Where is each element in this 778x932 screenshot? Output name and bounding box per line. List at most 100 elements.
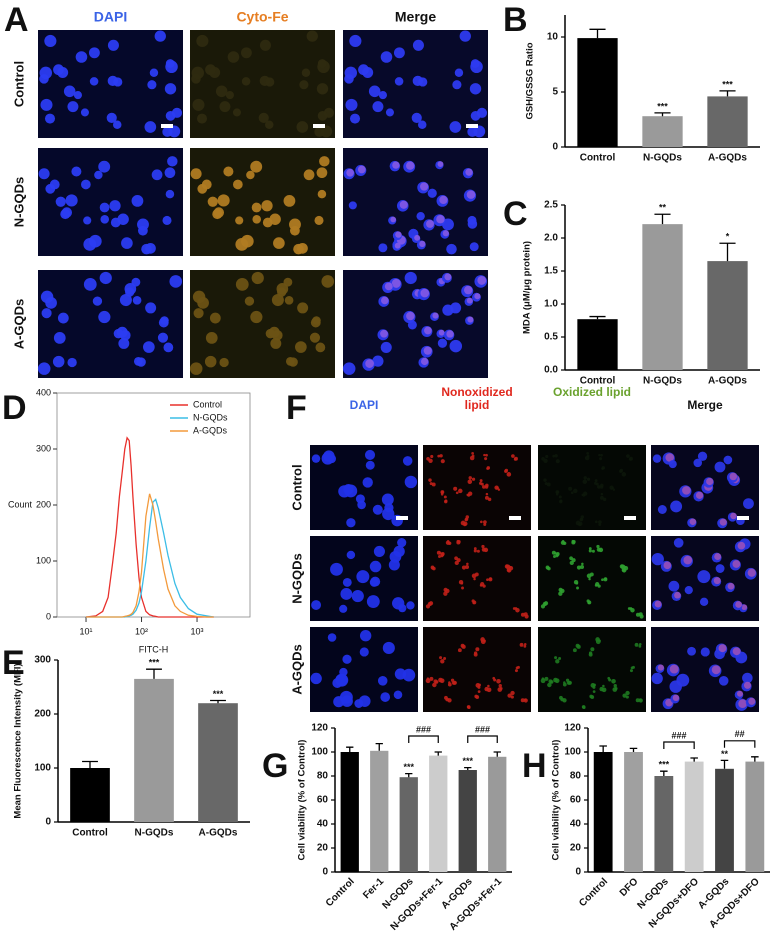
cell xyxy=(592,690,596,694)
cell xyxy=(554,454,558,458)
cell xyxy=(113,77,123,87)
cell xyxy=(83,237,97,251)
cell xyxy=(89,77,99,86)
error-bar xyxy=(589,315,606,320)
cell xyxy=(60,209,71,220)
bar xyxy=(134,678,174,822)
cell xyxy=(67,101,79,113)
cell xyxy=(364,449,376,460)
cell xyxy=(596,544,600,549)
cell xyxy=(165,110,176,121)
cell xyxy=(271,294,284,307)
cell xyxy=(559,499,563,504)
cell xyxy=(205,332,218,344)
x-tick-label: N-GQDs xyxy=(135,828,174,839)
cell xyxy=(209,312,221,324)
cell xyxy=(484,686,489,692)
cell xyxy=(598,639,601,643)
cell xyxy=(145,302,157,314)
cell xyxy=(301,68,311,77)
cell xyxy=(432,566,436,571)
cell xyxy=(443,656,447,660)
cell xyxy=(473,577,476,581)
error-bar xyxy=(493,751,501,757)
cell xyxy=(380,341,392,353)
cell xyxy=(317,59,327,68)
cell xyxy=(411,112,422,123)
column-header: Cyto-Fe xyxy=(236,9,288,25)
cell xyxy=(190,168,202,180)
cell xyxy=(570,491,574,495)
significance-label: *** xyxy=(213,689,224,699)
cell xyxy=(514,456,518,461)
cell xyxy=(235,216,244,225)
cell xyxy=(588,549,592,553)
cell xyxy=(555,659,560,664)
cell-overlay xyxy=(436,215,445,224)
cell xyxy=(240,47,252,59)
cell xyxy=(160,316,169,325)
y-tick-label: 0 xyxy=(322,867,328,878)
cell xyxy=(582,706,586,710)
error-bar xyxy=(589,28,606,39)
y-tick-label: 40 xyxy=(317,819,329,830)
bar xyxy=(715,768,734,872)
error-bar xyxy=(719,90,736,97)
cell-overlay xyxy=(391,278,401,288)
error-bar xyxy=(375,742,383,751)
cell xyxy=(404,271,417,285)
significance-label: * xyxy=(726,232,730,242)
cell-overlay xyxy=(390,216,397,223)
bar xyxy=(577,319,618,370)
cell xyxy=(327,633,337,642)
cell xyxy=(204,355,217,368)
cell xyxy=(113,328,124,339)
x-tick-label: N-GQDs xyxy=(643,153,682,164)
cell-overlay xyxy=(682,486,691,495)
cell-overlay xyxy=(365,359,374,368)
cell xyxy=(569,560,574,565)
cell xyxy=(523,642,527,646)
cell xyxy=(499,686,503,691)
row-label: A-GQDs xyxy=(11,299,26,350)
bar xyxy=(642,116,683,147)
legend-label: Control xyxy=(193,399,222,409)
cell xyxy=(449,339,463,353)
cell xyxy=(565,678,570,682)
cell xyxy=(520,612,525,617)
cell xyxy=(310,672,322,685)
cell xyxy=(454,556,458,561)
cell xyxy=(37,362,51,375)
cell xyxy=(132,295,142,305)
cell xyxy=(484,457,488,461)
cell xyxy=(602,684,605,688)
y-tick-label: 60 xyxy=(317,795,329,806)
cell xyxy=(333,696,345,708)
cell xyxy=(575,520,581,526)
column-header: DAPI xyxy=(349,398,379,412)
cell xyxy=(651,552,664,566)
comparison-label: ### xyxy=(416,724,431,734)
cell xyxy=(567,680,572,685)
cell xyxy=(427,602,432,607)
cell xyxy=(265,328,276,339)
significance-label: ** xyxy=(721,749,729,759)
legend-label: N-GQDs xyxy=(193,412,228,422)
cell-overlay xyxy=(406,311,415,321)
cell xyxy=(378,243,388,253)
cell xyxy=(251,271,264,285)
cell xyxy=(75,51,88,63)
cell xyxy=(439,656,443,660)
cell xyxy=(197,297,209,309)
cell xyxy=(63,85,76,98)
cell xyxy=(369,560,382,573)
cell xyxy=(99,202,110,213)
cell xyxy=(586,477,591,481)
cell xyxy=(651,672,663,685)
y-tick-label: 60 xyxy=(570,795,582,806)
histogram-line xyxy=(86,493,214,618)
y-tick-label: 2.5 xyxy=(544,200,558,211)
cell xyxy=(270,337,282,349)
scale-bar xyxy=(396,516,408,520)
cell xyxy=(57,312,69,324)
